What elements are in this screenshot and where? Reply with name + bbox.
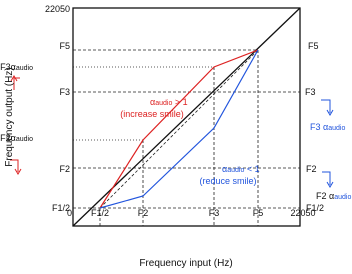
text-part: F3α: [0, 62, 16, 72]
annotation: αaudio < 1: [222, 164, 260, 174]
right-label: F1/2: [306, 203, 324, 213]
text-part: < 1: [244, 164, 259, 174]
right-label: F2: [306, 164, 317, 174]
text-part: audio: [334, 194, 351, 201]
right-label: F3 αaudio: [310, 122, 345, 132]
text-part: audio: [155, 100, 172, 107]
blue-curve: [99, 49, 259, 209]
y-label: Frequency output (Hz): [4, 67, 15, 167]
guides: [73, 49, 300, 226]
text-part: audio: [16, 136, 33, 143]
right-label: F5: [308, 41, 319, 51]
text-part: F2 α: [316, 191, 334, 201]
text-part: F2α: [0, 133, 16, 143]
x-label: Frequency input (Hz): [139, 258, 232, 269]
x-tick: F3: [209, 208, 220, 218]
y-tick: F2: [59, 164, 70, 174]
x-tick: F5: [253, 208, 264, 218]
x-tick: 22050: [290, 208, 315, 218]
text-part: audio: [227, 167, 244, 174]
right-label: F3: [305, 87, 316, 97]
x-tick: F2: [138, 208, 149, 218]
plot-frame: [72, 7, 301, 227]
arrows: [10, 75, 334, 188]
text-part: F3 α: [310, 122, 328, 132]
y-tick: F3: [59, 87, 70, 97]
y-tick: F1/2: [52, 203, 70, 213]
y-tick: F5: [59, 41, 70, 51]
text-part: α: [222, 164, 227, 174]
text-part: α: [150, 97, 155, 107]
text-part: audio: [16, 65, 33, 72]
annotation: (increase smile): [120, 109, 184, 119]
text-part: audio: [328, 125, 345, 132]
text-part: > 1: [172, 97, 187, 107]
left-label: F2αaudio: [0, 133, 33, 143]
y-top: 22050: [45, 4, 70, 14]
origin: 0: [67, 208, 72, 218]
right-label: F2 αaudio: [316, 191, 351, 201]
x-tick: F1/2: [91, 208, 109, 218]
red-curve: [99, 49, 259, 209]
annotation: (reduce smile): [199, 176, 256, 186]
left-label: F3αaudio: [0, 62, 33, 72]
identity-line: [72, 7, 301, 227]
y-ticks: F5 F3 F2 F1/2: [52, 41, 70, 213]
annotation: αaudio > 1: [150, 97, 188, 107]
x-ticks: F1/2 F2 F3 F5 22050: [91, 208, 316, 218]
